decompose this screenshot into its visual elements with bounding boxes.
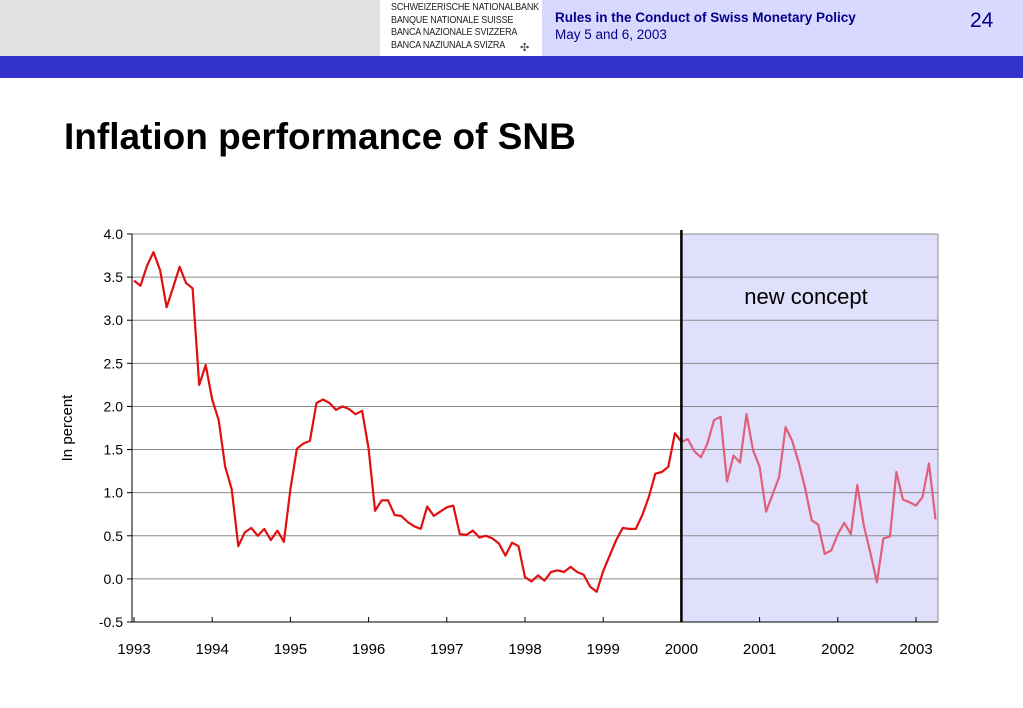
x-tick-label: 2002 (821, 641, 854, 658)
y-tick-label: 1.5 (104, 442, 124, 458)
header-info-box (542, 0, 1023, 56)
new-concept-shading (681, 234, 938, 622)
x-tick-label: 1996 (352, 641, 385, 658)
y-tick-label: -0.5 (99, 614, 123, 630)
x-tick-label: 1993 (117, 641, 150, 658)
inflation-line (133, 251, 683, 593)
snb-logo-text: SCHWEIZERISCHE NATIONALBANK BANQUE NATIO… (391, 2, 555, 52)
y-tick-label: 0.5 (104, 528, 124, 544)
logo-line: BANCA NAZIUNALA SVIZRA (391, 39, 506, 51)
x-tick-label: 2000 (665, 641, 698, 658)
y-tick-label: 1.0 (104, 485, 124, 501)
y-tick-label: 2.5 (104, 355, 124, 371)
x-tick-label: 1998 (508, 641, 541, 658)
logo-line: BANQUE NATIONALE SUISSE (391, 14, 514, 26)
header-divider-bar (0, 56, 1023, 78)
presentation-title: Rules in the Conduct of Swiss Monetary P… (555, 10, 856, 25)
y-tick-label: 4.0 (104, 226, 124, 242)
page-number: 24 (970, 9, 994, 32)
logo-line: BANCA NAZIONALE SVIZZERA (391, 27, 518, 38)
inflation-line-new-concept (680, 413, 937, 584)
x-tick-label: 2003 (899, 641, 932, 658)
x-tick-label: 1999 (587, 641, 620, 658)
x-tick-label: 1995 (274, 641, 307, 658)
new-concept-label: new concept (744, 284, 868, 309)
logo-line: SCHWEIZERISCHE NATIONALBANK (391, 2, 540, 13)
slide-title: Inflation performance of SNB (64, 116, 576, 157)
y-tick-label: 2.0 (104, 398, 124, 414)
x-tick-label: 2001 (743, 641, 776, 658)
presentation-date: May 5 and 6, 2003 (555, 27, 667, 42)
y-tick-label: 0.0 (104, 571, 124, 587)
y-tick-label: 3.5 (104, 269, 124, 285)
swiss-cross-icon: ✣ (520, 42, 530, 54)
x-tick-label: 1997 (430, 641, 463, 658)
y-tick-label: 3.0 (104, 312, 124, 328)
snb-logo (380, 0, 542, 56)
y-axis-label: In percent (59, 394, 76, 462)
x-tick-label: 1994 (196, 641, 229, 658)
